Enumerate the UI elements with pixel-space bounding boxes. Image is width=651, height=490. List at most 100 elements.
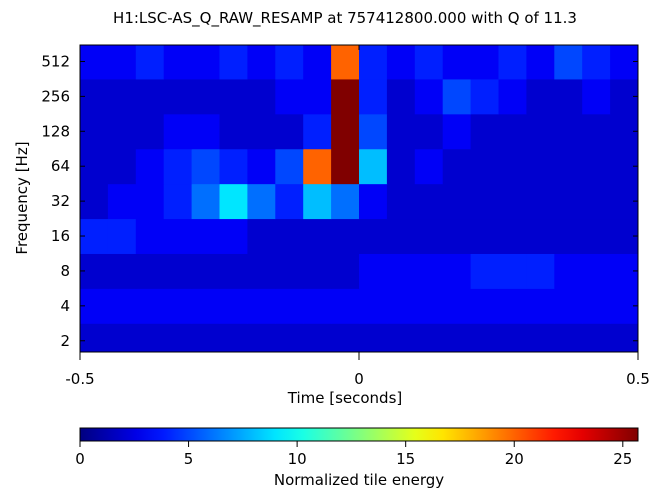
heat-cell <box>442 288 472 324</box>
heat-cell <box>526 183 555 220</box>
heat-cell <box>582 78 611 115</box>
heat-cell <box>275 78 304 115</box>
heat-cell <box>526 288 555 324</box>
heat-cell <box>442 78 472 115</box>
heat-cell <box>470 148 499 185</box>
heat-cell <box>191 183 220 220</box>
heat-cell <box>554 45 583 80</box>
heat-cell <box>80 323 109 352</box>
heat-cell <box>275 288 304 324</box>
heat-cell <box>191 218 220 254</box>
colorbar-tick-label: 20 <box>505 450 524 468</box>
heat-cell <box>526 218 555 254</box>
heat-cell <box>526 78 555 115</box>
heat-cell <box>135 183 165 220</box>
heat-cell <box>219 323 248 352</box>
heat-cell <box>191 323 220 352</box>
heat-cell <box>191 288 220 324</box>
heat-cell <box>247 148 276 185</box>
heat-cell <box>498 78 527 115</box>
heat-cell <box>163 253 193 289</box>
heat-cell <box>414 218 444 254</box>
heat-cell <box>554 113 583 150</box>
heat-cell <box>331 253 360 289</box>
heat-cell <box>163 288 193 324</box>
heat-cell <box>219 148 248 185</box>
heat-cell <box>359 323 388 352</box>
heat-cell <box>303 218 332 254</box>
heat-cell <box>219 253 248 289</box>
heat-cell <box>163 323 193 352</box>
heat-cell <box>331 148 360 185</box>
heat-cell <box>135 218 165 254</box>
colorbar <box>79 427 639 442</box>
heat-cell <box>219 183 248 220</box>
heat-cell <box>107 218 137 254</box>
heat-cell <box>303 253 332 289</box>
heat-cell <box>107 253 137 289</box>
heat-cell <box>582 218 611 254</box>
heat-cell <box>163 113 193 150</box>
heat-cell <box>582 183 611 220</box>
heat-cell <box>582 148 611 185</box>
heat-cell <box>247 113 276 150</box>
colorbar-tick-label: 0 <box>75 450 85 468</box>
heat-cell <box>275 323 304 352</box>
heat-cell <box>582 323 611 352</box>
heat-cell <box>498 45 527 80</box>
heat-cell <box>275 218 304 254</box>
heat-cell <box>386 113 416 150</box>
heat-cell <box>303 183 332 220</box>
heat-cell <box>498 148 527 185</box>
heat-cell <box>163 45 193 80</box>
heat-cell <box>470 45 499 80</box>
heat-cell <box>554 218 583 254</box>
heat-cell <box>247 45 276 80</box>
heat-cell <box>163 218 193 254</box>
heat-cell <box>526 45 555 80</box>
heat-cell <box>275 148 304 185</box>
heat-cell <box>414 78 444 115</box>
heat-cell <box>554 323 583 352</box>
heat-cell <box>303 78 332 115</box>
heat-cell <box>582 45 611 80</box>
y-axis-label: Frequency [Hz] <box>13 141 31 254</box>
heat-cell <box>107 78 137 115</box>
heat-cell <box>386 45 416 80</box>
heat-cell <box>442 323 472 352</box>
heat-cell <box>247 288 276 324</box>
heat-cell <box>470 183 499 220</box>
heat-cell <box>275 183 304 220</box>
heat-cell <box>498 323 527 352</box>
heat-cell <box>554 78 583 115</box>
heat-cell <box>331 218 360 254</box>
heat-cell <box>331 323 360 352</box>
heat-cell <box>163 183 193 220</box>
heat-cell <box>359 148 388 185</box>
heat-cell <box>303 148 332 185</box>
heat-cell <box>498 288 527 324</box>
heat-cell <box>470 113 499 150</box>
heat-cell <box>359 45 388 80</box>
heat-cell <box>163 148 193 185</box>
heatmap <box>80 45 638 352</box>
chart-title: H1:LSC-AS_Q_RAW_RESAMP at 757412800.000 … <box>113 9 577 28</box>
heat-cell <box>135 148 165 185</box>
heat-cell <box>219 218 248 254</box>
heat-cell <box>247 78 276 115</box>
heat-cell <box>359 253 388 289</box>
heat-cell <box>442 218 472 254</box>
heat-cell <box>107 323 137 352</box>
heat-cell <box>247 183 276 220</box>
heat-cell <box>331 113 360 150</box>
heat-cell <box>470 288 499 324</box>
y-tick-label: 512 <box>41 52 70 70</box>
heat-cell <box>386 183 416 220</box>
x-axis-label: Time [seconds] <box>287 389 403 407</box>
colorbar-label: Normalized tile energy <box>274 471 444 489</box>
heat-cell <box>107 183 137 220</box>
heat-cell <box>359 113 388 150</box>
heat-cell <box>498 183 527 220</box>
heat-cell <box>219 78 248 115</box>
